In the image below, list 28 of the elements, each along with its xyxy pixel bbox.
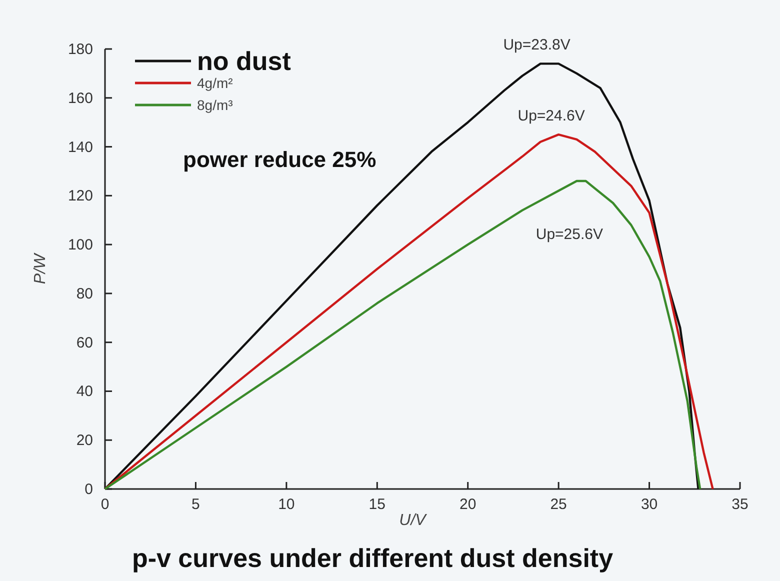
- y-tick-label: 140: [68, 138, 93, 156]
- y-tick-label: 0: [84, 481, 93, 498]
- x-tick-label: 0: [100, 496, 110, 513]
- x-tick-label: 15: [368, 496, 386, 513]
- legend-label: 8g/m³: [197, 97, 234, 113]
- x-axis-title: U/V: [399, 512, 428, 529]
- text: p-v curves under different dust density: [132, 543, 614, 573]
- x-tick-label: 30: [640, 496, 658, 513]
- legend-label: 4g/m²: [197, 75, 234, 91]
- y-tick-label: 120: [68, 188, 93, 205]
- annotation: power reduce 25%: [183, 147, 376, 172]
- annotation: Up=25.6V: [536, 226, 604, 243]
- y-tick-label: 80: [76, 285, 93, 302]
- x-tick-label: 10: [278, 496, 295, 513]
- y-tick-label: 160: [68, 90, 93, 107]
- y-tick-label: 180: [68, 41, 93, 58]
- y-tick-label: 20: [76, 432, 93, 450]
- x-tick-label: 5: [192, 496, 200, 513]
- y-tick-label: 60: [76, 334, 93, 352]
- y-tick-label: 100: [68, 236, 93, 254]
- annotation: Up=23.8V: [503, 36, 570, 54]
- y-axis-title: P/W: [32, 252, 49, 284]
- x-tick-label: 20: [460, 496, 476, 513]
- x-tick-label: 35: [732, 496, 748, 513]
- y-tick-label: 40: [76, 383, 93, 400]
- legend-label: no dust: [197, 46, 292, 76]
- annotation: Up=24.6V: [518, 108, 585, 125]
- x-tick-label: 25: [550, 496, 567, 513]
